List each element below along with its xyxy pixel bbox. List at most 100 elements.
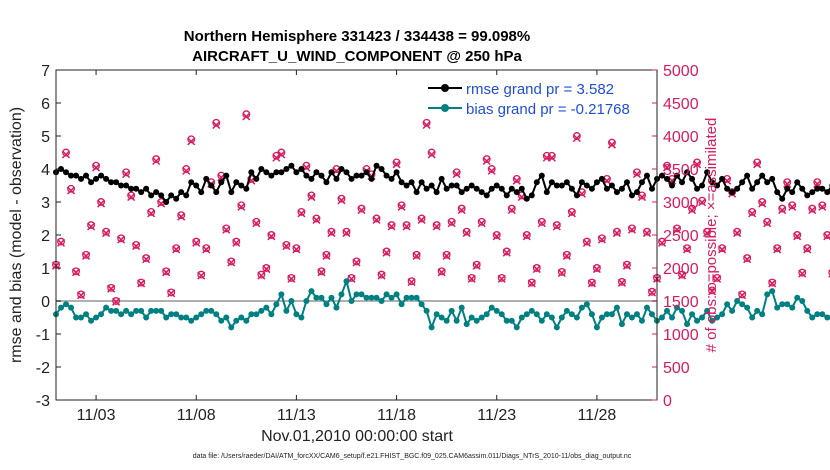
obs-assimilated-marker (267, 232, 276, 241)
rmse-point (103, 175, 110, 182)
obs-assimilated-marker (317, 268, 326, 277)
rmse-point (784, 185, 791, 192)
bias-point (679, 307, 686, 314)
obs-assimilated-marker (107, 284, 116, 293)
bias-point (789, 304, 796, 311)
rmse-point (623, 179, 630, 186)
obs-assimilated-marker (277, 150, 286, 159)
obs-assimilated-marker (803, 245, 812, 254)
bias-point (108, 307, 115, 314)
rmse-point (694, 185, 701, 192)
obs-possible-marker (658, 237, 666, 246)
bias-point (764, 291, 771, 298)
bias-point (819, 311, 826, 318)
bias-point (113, 307, 120, 314)
rmse-point (323, 179, 330, 186)
rmse-point (809, 189, 816, 196)
y-left-tick-label: 1 (41, 261, 50, 278)
obs-possible-marker (733, 227, 742, 236)
rmse-point (824, 189, 830, 196)
bias-point (433, 311, 440, 318)
bias-point (598, 314, 605, 321)
rmse-point (98, 172, 105, 179)
obs-assimilated-marker (237, 202, 246, 211)
obs-assimilated-marker (547, 153, 556, 162)
obs-possible-marker (793, 231, 802, 239)
rmse-point (353, 172, 360, 179)
obs-possible-marker (798, 268, 807, 277)
obs-assimilated-marker (132, 242, 141, 251)
obs-assimilated-marker (377, 271, 386, 280)
bias-point (453, 317, 460, 324)
rmse-point (744, 172, 751, 179)
obs-assimilated-marker (147, 209, 156, 218)
rmse-point (268, 172, 275, 179)
obs-possible-marker (808, 204, 817, 213)
rmse-point (503, 192, 510, 199)
legend-box (424, 77, 652, 118)
bias-point (293, 311, 300, 318)
obs-assimilated-marker (372, 215, 381, 224)
rmse-point (498, 185, 505, 192)
bias-point (483, 311, 490, 318)
data-file-footnote: data file: /Users/raeder/DAI/ATM_forcXX/… (193, 453, 632, 460)
bias-point (303, 298, 310, 304)
obs-assimilated-marker (432, 222, 441, 231)
obs-possible-marker (512, 174, 521, 183)
obs-possible-marker (693, 158, 702, 167)
obs-possible-marker (467, 273, 476, 282)
obs-possible-marker (582, 237, 591, 246)
obs-assimilated-marker (718, 245, 727, 254)
rmse-point (478, 189, 485, 196)
obs-assimilated-marker (182, 166, 191, 175)
bias-point (318, 294, 325, 301)
obs-possible-marker (527, 278, 536, 287)
obs-possible-marker (417, 214, 426, 223)
obs-possible-marker (177, 211, 186, 220)
obs-assimilated-marker (357, 206, 366, 215)
obs-assimilated-marker (788, 202, 797, 211)
bias-point (769, 288, 776, 295)
bias-point (173, 311, 180, 318)
y-right-tick-label: 500 (663, 360, 690, 377)
bias-point (103, 304, 110, 311)
rmse-point (648, 185, 655, 192)
legend-bias-marker (441, 104, 449, 112)
rmse-point (83, 172, 90, 179)
bias-point (548, 314, 555, 321)
obs-assimilated-marker (537, 219, 546, 228)
bias-point (714, 314, 721, 321)
bias-point (148, 307, 155, 314)
bias-point (353, 291, 360, 298)
obs-possible-marker (547, 151, 556, 160)
bias-point (488, 304, 495, 311)
rmse-point (769, 175, 776, 182)
obs-possible-marker (612, 227, 621, 236)
rmse-point (528, 192, 535, 199)
rmse-point (173, 195, 180, 202)
y-axis-left-ticks: -3 -2 -1 0 1 2 3 4 5 6 7 (36, 63, 61, 410)
bias-point (138, 307, 145, 314)
bias-point (213, 311, 220, 318)
obs-possible-marker (202, 244, 211, 253)
obs-assimilated-marker (783, 179, 792, 188)
rmse-point (789, 189, 796, 196)
rmse-point (288, 162, 295, 169)
obs-possible-marker (748, 207, 757, 216)
obs-possible-marker (813, 178, 822, 187)
rmse-point (368, 175, 375, 182)
obs-assimilated-marker (232, 238, 241, 247)
obs-assimilated-marker (627, 225, 636, 234)
bias-point (759, 311, 766, 318)
obs-possible-marker (182, 165, 191, 173)
rmse-point (573, 192, 580, 199)
obs-assimilated-marker (292, 245, 301, 254)
obs-possible-marker (132, 240, 141, 249)
bias-point (463, 321, 470, 328)
y-right-tick-label: 3500 (663, 162, 699, 179)
bias-point (664, 307, 671, 314)
obs-possible-marker (342, 227, 351, 236)
obs-possible-marker (62, 148, 70, 157)
obs-possible-marker (297, 207, 306, 216)
rmse-point (628, 192, 635, 199)
